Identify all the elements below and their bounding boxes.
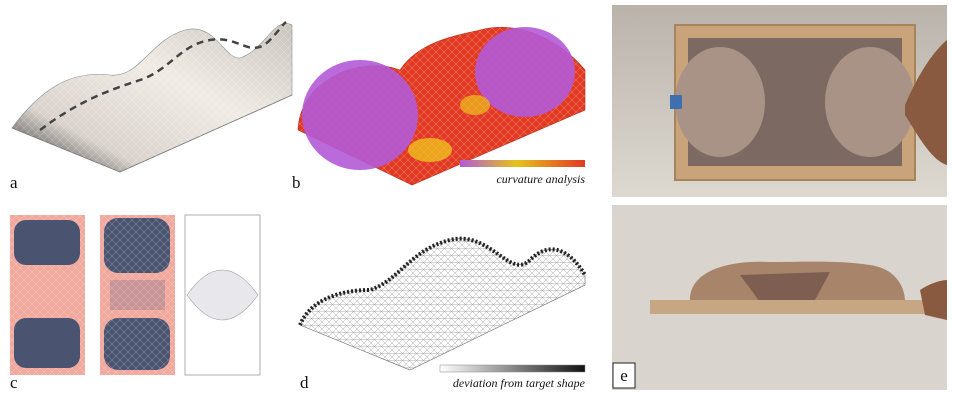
panel-e: e	[612, 5, 947, 390]
colorbar	[440, 365, 585, 372]
panel-label: e	[620, 366, 628, 385]
panel-label: b	[292, 173, 301, 192]
caption: deviation from target shape	[453, 376, 586, 390]
panel-label: a	[10, 173, 18, 192]
panel-d: deviation from target shape d	[300, 239, 586, 392]
panel-label: c	[10, 373, 18, 392]
panel-label: d	[300, 373, 309, 392]
caption: curvature analysis	[496, 172, 585, 186]
panel-b: curvature analysis b	[292, 27, 585, 192]
figure: a curvature analysis b c deviation from …	[0, 0, 953, 394]
panel-a: a	[10, 22, 292, 192]
colorbar	[460, 160, 585, 167]
panel-c: c	[10, 215, 260, 392]
